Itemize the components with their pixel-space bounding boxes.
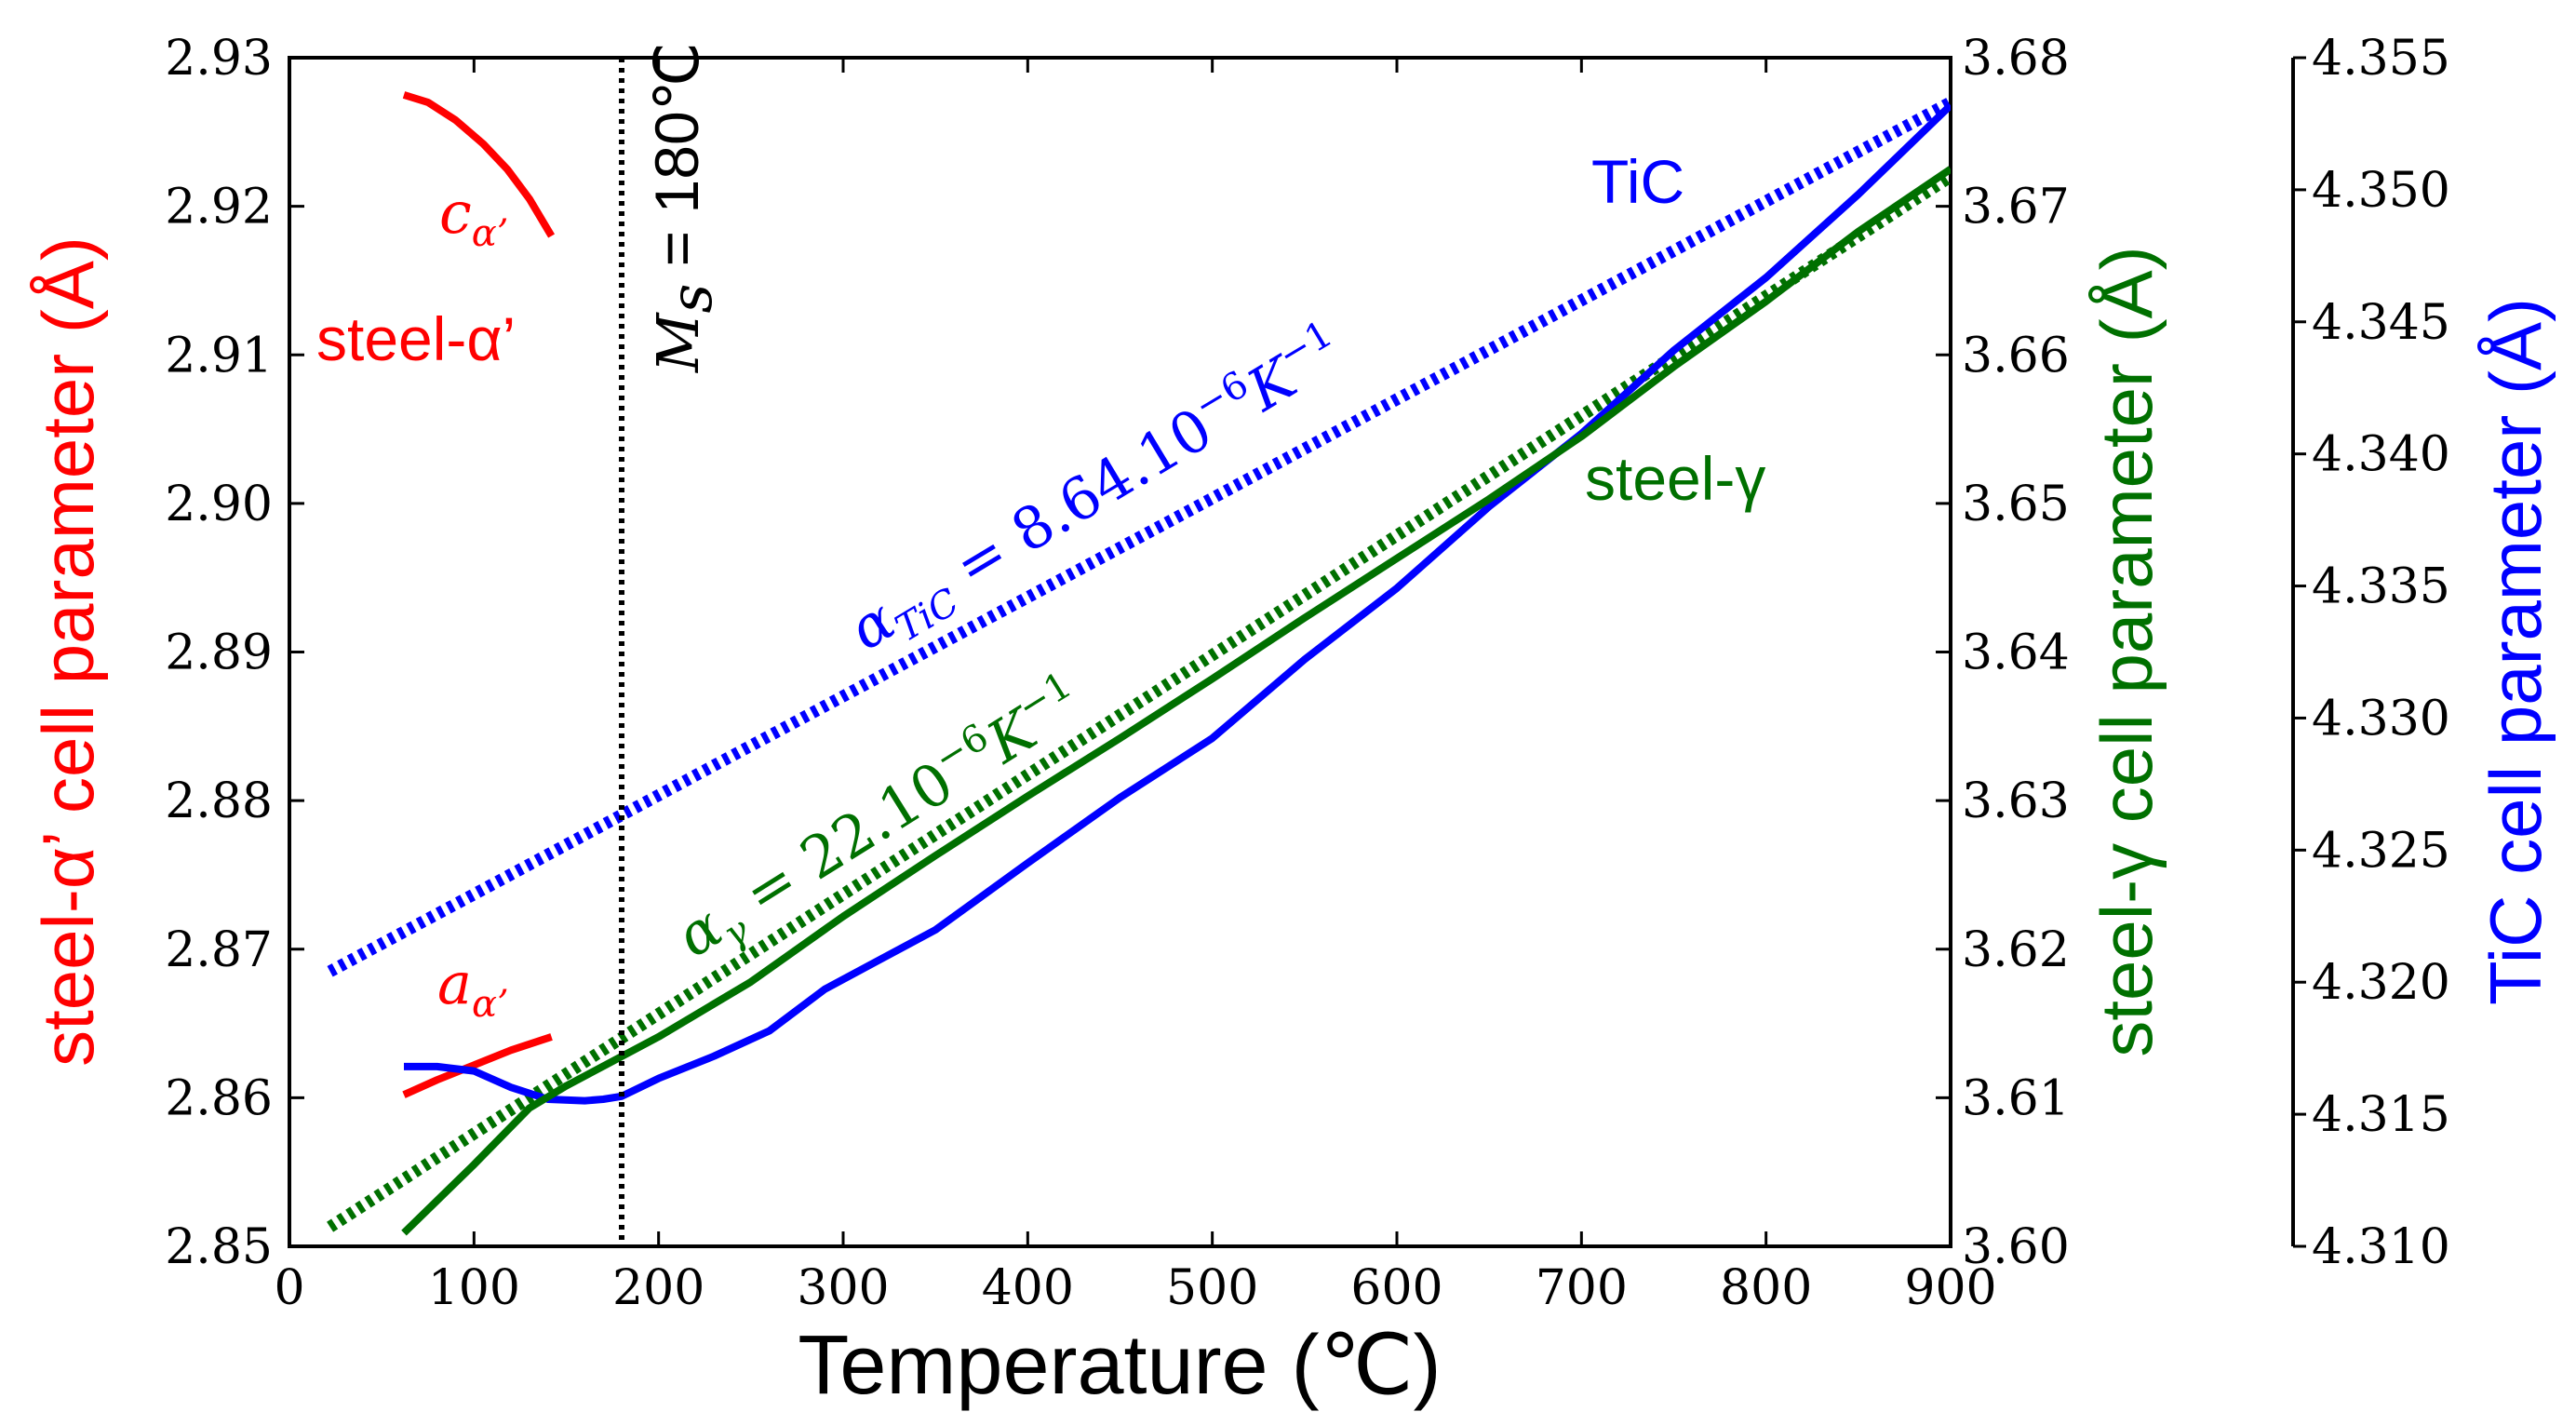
x-tick-label: 500 (1166, 1260, 1258, 1316)
right-axis-ticks: 3.60 3.61 3.62 3.63 3.64 3.65 3.66 3.67 3.68 (1936, 31, 2070, 1275)
right-axis-label: steel-γ cell parameter (Å) (2086, 246, 2167, 1056)
ms-annotation-subscript: s (657, 284, 725, 314)
series-layer (327, 91, 1951, 1236)
right-tick-label: 3.65 (1962, 477, 2070, 532)
series-tic-fit (327, 97, 1951, 977)
left-tick-label: 2.93 (165, 31, 273, 87)
series-a-alpha-prime (402, 1033, 553, 1098)
ms-annotation-symbol: M (644, 312, 712, 373)
x-axis-ticks: 0 100 200 300 400 500 600 700 800 900 (274, 58, 1997, 1316)
left-tick-label: 2.86 (165, 1070, 273, 1126)
far-right-tick-label: 4.335 (2312, 559, 2450, 615)
series-steel-gamma-fit (327, 171, 1951, 1232)
ms-annotation-value: = 180℃ (642, 42, 711, 283)
series-steel-gamma (401, 166, 1951, 1236)
right-tick-label: 3.67 (1962, 180, 2070, 235)
series-tic (404, 102, 1951, 1105)
c-alpha-label: cα’ (439, 179, 508, 255)
x-tick-label: 700 (1536, 1260, 1628, 1316)
c-alpha-subscript: α’ (472, 212, 509, 255)
left-tick-label: 2.90 (165, 477, 273, 532)
x-axis-label: Temperature (℃) (798, 1319, 1441, 1412)
left-axis-ticks: 2.85 2.86 2.87 2.88 2.89 2.90 2.91 2.92 2.93 (165, 31, 304, 1275)
steel-alpha-label: steel-α’ (316, 304, 516, 373)
series-c-alpha-prime (402, 91, 556, 238)
far-right-tick-label: 4.325 (2312, 823, 2450, 879)
left-tick-label: 2.87 (165, 922, 273, 978)
far-right-tick-label: 4.330 (2312, 691, 2450, 746)
right-tick-label: 3.68 (1962, 31, 2070, 87)
left-tick-label: 2.89 (165, 625, 273, 681)
c-alpha-base: c (439, 179, 472, 247)
right-tick-label: 3.63 (1962, 773, 2070, 829)
far-right-tick-label: 4.345 (2312, 295, 2450, 351)
right-tick-label: 3.61 (1962, 1070, 2070, 1126)
x-tick-label: 300 (797, 1260, 889, 1316)
far-right-tick-label: 4.315 (2312, 1087, 2450, 1143)
a-alpha-base: a (437, 949, 472, 1017)
alpha-gamma-value: = 22.10 (717, 747, 965, 937)
far-right-axis-ticks: 4.310 4.315 4.320 4.325 4.330 4.335 4.340 4.345… (2293, 31, 2450, 1275)
left-tick-label: 2.92 (165, 180, 273, 235)
right-tick-label: 3.62 (1962, 922, 2070, 978)
left-tick-label: 2.85 (165, 1219, 273, 1275)
steel-gamma-label: steel-γ (1585, 444, 1765, 513)
left-axis-label: steel-α’ cell parameter (Å) (27, 236, 109, 1067)
x-tick-label: 200 (612, 1260, 704, 1316)
x-tick-label: 400 (982, 1260, 1074, 1316)
right-tick-label: 3.66 (1962, 328, 2070, 383)
alpha-gamma-annotation: αγ = 22.10−6K−1 (663, 664, 1099, 977)
far-right-tick-label: 4.340 (2312, 427, 2450, 483)
x-tick-label: 800 (1720, 1260, 1812, 1316)
a-alpha-subscript: α’ (472, 983, 509, 1026)
far-right-axis-label: TiC cell parameter (Å) (2475, 298, 2556, 1005)
x-tick-label: 900 (1904, 1260, 1996, 1316)
a-alpha-label: aα’ (437, 949, 509, 1026)
far-right-tick-label: 4.310 (2312, 1219, 2450, 1275)
left-tick-label: 2.88 (165, 773, 273, 829)
x-tick-label: 0 (274, 1260, 304, 1316)
tic-label: TiC (1591, 147, 1684, 216)
right-tick-label: 3.64 (1962, 625, 2070, 681)
left-tick-label: 2.91 (165, 328, 273, 383)
far-right-tick-label: 4.320 (2312, 955, 2450, 1011)
far-right-tick-label: 4.350 (2312, 163, 2450, 219)
x-tick-label: 100 (428, 1260, 520, 1316)
right-tick-label: 3.60 (1962, 1219, 2070, 1275)
x-tick-label: 600 (1350, 1260, 1442, 1316)
far-right-tick-label: 4.355 (2312, 31, 2450, 87)
ms-annotation: Ms = 180℃ (642, 42, 725, 373)
